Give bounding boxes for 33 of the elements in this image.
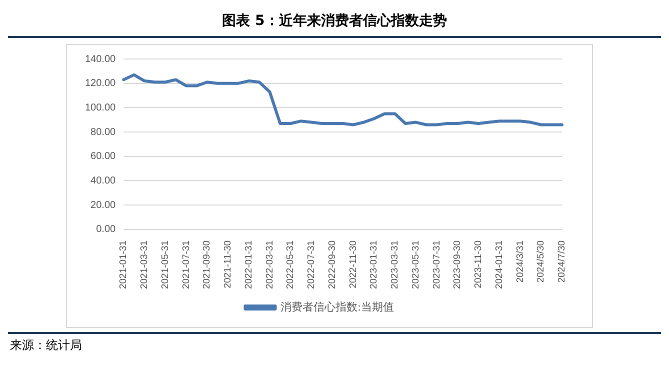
- x-tick-label: 2022-05-31: [285, 240, 296, 290]
- x-tick-label: 2021-07-31: [180, 240, 192, 290]
- x-tick-label: 2023-01-31: [368, 240, 380, 290]
- x-tick-label: 2023-05-31: [410, 240, 422, 290]
- x-tick-label: 2024-01-31: [494, 240, 505, 290]
- x-tick-label: 2022-11-30: [348, 240, 359, 288]
- x-tick-label: 2024/3/31: [514, 240, 526, 283]
- x-tick-label: 2023-09-30: [452, 240, 464, 290]
- x-tick-label: 2022-01-31: [243, 240, 254, 290]
- y-tick-label: 40.00: [90, 175, 116, 186]
- y-tick-label: 60.00: [90, 151, 116, 162]
- source-note: 来源：统计局: [10, 338, 82, 352]
- legend-label: 消费者信心指数:当期值: [280, 300, 394, 314]
- chart-title: 图表 5：近年来消费者信心指数走势: [8, 8, 661, 38]
- y-tick-label: 20.00: [90, 200, 116, 211]
- x-tick-label: 2022-07-31: [306, 240, 318, 290]
- x-tick-label: 2021-05-31: [160, 240, 171, 290]
- y-tick-label: 0.00: [96, 224, 116, 236]
- x-tick-label: 2021-09-30: [202, 240, 213, 290]
- x-tick-label: 2022-09-30: [326, 240, 338, 290]
- y-tick-label: 80.00: [90, 126, 116, 138]
- y-tick-label: 120.00: [84, 78, 116, 90]
- x-tick-label: 2021-03-31: [139, 240, 150, 290]
- x-tick-label: 2021-11-30: [222, 240, 234, 288]
- x-tick-label: 2023-03-31: [390, 240, 401, 290]
- x-tick-label: 2022-03-31: [264, 240, 276, 290]
- x-tick-label: 2023-07-31: [431, 240, 442, 290]
- y-tick-label: 140.00: [84, 54, 116, 65]
- x-tick-label: 2024/7/30: [556, 240, 568, 283]
- x-tick-label: 2023-11-30: [473, 240, 484, 288]
- x-tick-label: 2024/5/30: [536, 240, 547, 283]
- y-tick-label: 100.00: [84, 102, 116, 114]
- x-tick-label: 2021-01-31: [118, 240, 130, 290]
